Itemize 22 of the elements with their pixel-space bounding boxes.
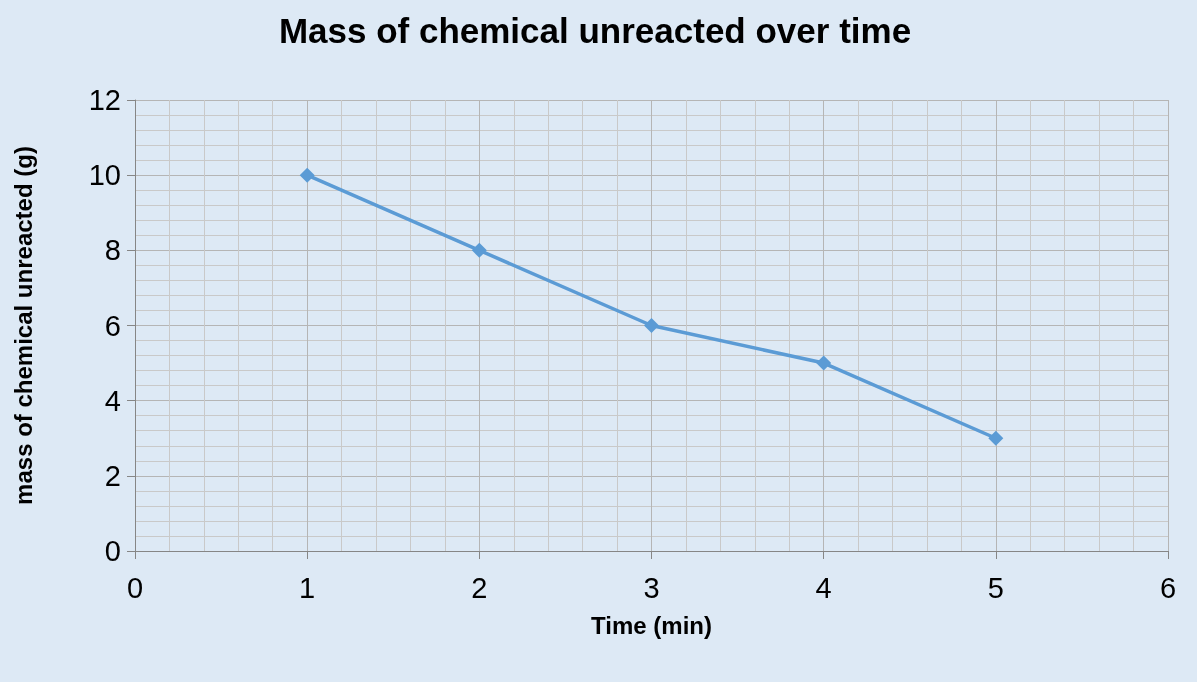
y-tick-label: 2	[104, 459, 121, 492]
y-tick-label: 6	[104, 309, 121, 342]
y-tick-label: 0	[104, 535, 121, 567]
point	[471, 242, 487, 258]
x-tick-label: 3	[643, 571, 660, 604]
x-tick-label: 6	[1159, 571, 1177, 604]
x-tick-label: 0	[126, 571, 144, 604]
point	[299, 167, 315, 183]
y-tick-label: 8	[104, 234, 121, 267]
point	[816, 355, 832, 371]
y-tick-label: 10	[88, 159, 121, 192]
x-tick-label: 2	[471, 571, 488, 604]
x-tick-label: 5	[987, 571, 1004, 604]
y-axis-title: mass of chemical unreacted (g)	[9, 146, 37, 505]
x-tick-label: 1	[299, 571, 316, 604]
x-axis-title: Time (min)	[591, 611, 712, 639]
y-tick-label: 12	[88, 84, 121, 116]
chart-title: Mass of chemical unreacted over time	[278, 11, 912, 50]
point	[988, 430, 1004, 446]
x-tick-label: 4	[815, 571, 832, 604]
y-tick-label: 4	[104, 384, 121, 417]
point	[644, 318, 659, 333]
